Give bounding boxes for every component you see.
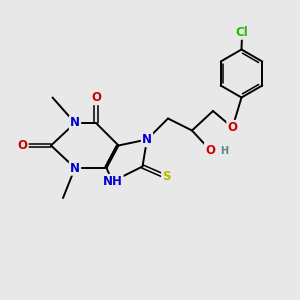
Text: O: O (17, 139, 28, 152)
Text: H: H (220, 146, 229, 156)
Text: O: O (91, 91, 101, 104)
Text: N: N (70, 161, 80, 175)
Text: NH: NH (103, 175, 122, 188)
Text: N: N (70, 116, 80, 130)
Text: S: S (162, 170, 171, 184)
Text: Cl: Cl (236, 26, 248, 39)
Text: N: N (142, 133, 152, 146)
Text: O: O (205, 143, 215, 157)
Text: O: O (227, 121, 238, 134)
